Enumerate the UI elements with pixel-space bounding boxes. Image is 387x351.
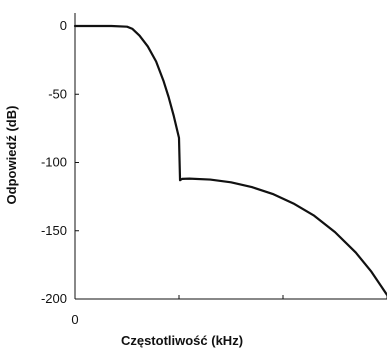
ticks: 0 -50 -100 -150 -200 0 (41, 18, 387, 327)
series-line-0 (73, 24, 387, 296)
axes (74, 13, 387, 300)
x-tick-label: 0 (71, 312, 78, 327)
y-tick-label: -100 (41, 155, 67, 170)
y-axis-title: Odpowiedź (dB) (4, 106, 19, 205)
y-tick-label: -150 (41, 223, 67, 238)
series-layer (73, 24, 387, 296)
y-tick-label: -50 (48, 86, 67, 101)
y-tick-label: 0 (60, 18, 67, 33)
y-tick-label: -200 (41, 291, 67, 306)
x-axis-title: Częstotliwość (kHz) (121, 333, 243, 348)
